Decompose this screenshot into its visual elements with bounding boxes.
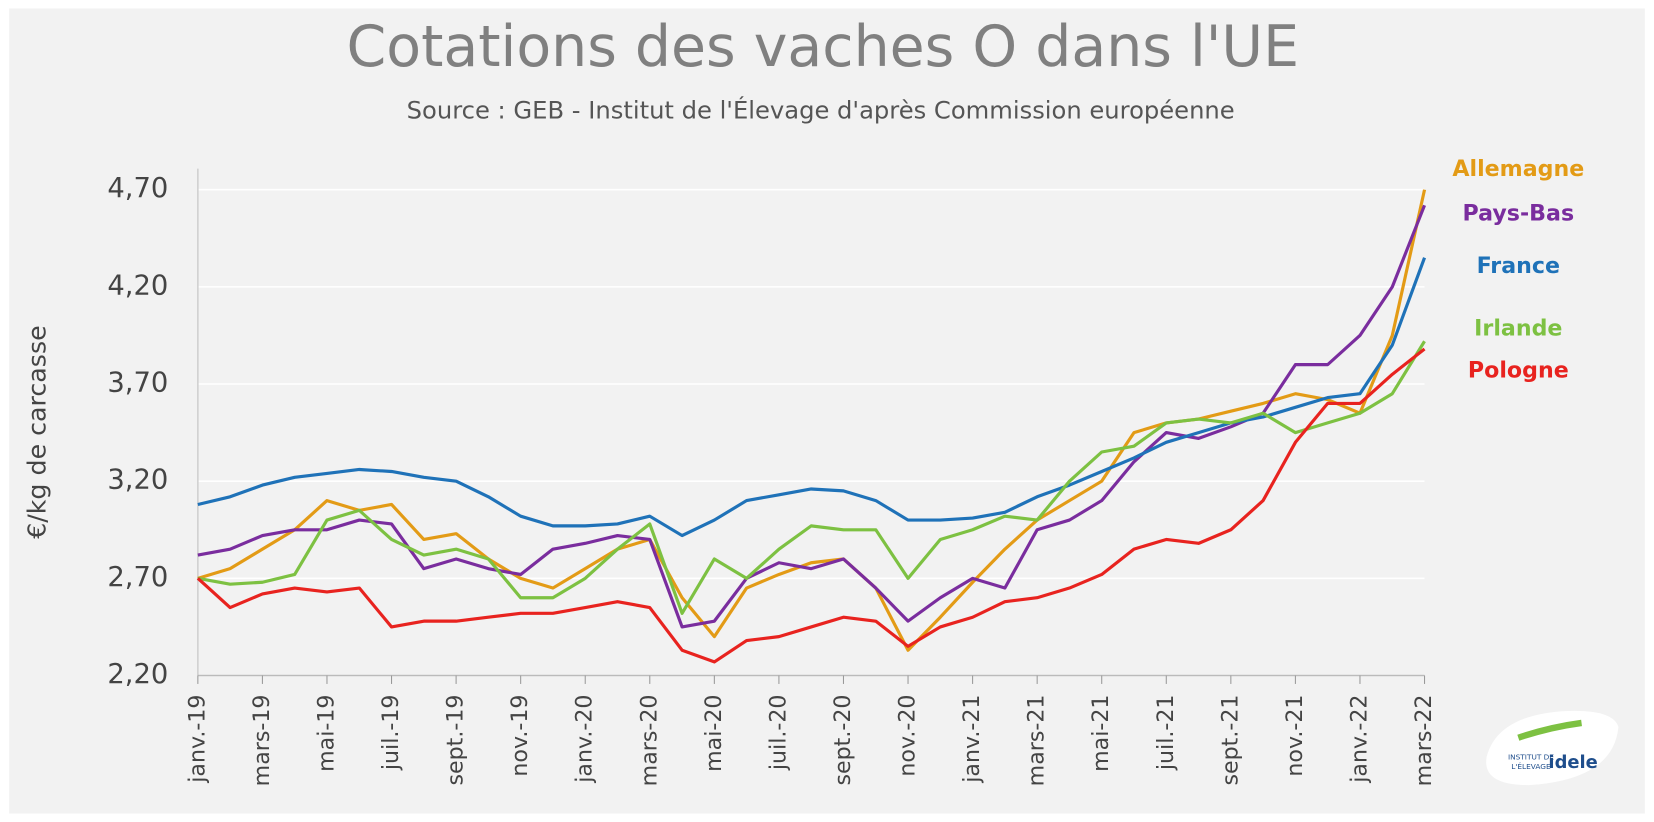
legend-label: Allemagne — [1452, 156, 1584, 182]
y-tick-label: 4,20 — [107, 270, 168, 301]
legend-label: France — [1477, 253, 1560, 279]
x-tick-label: mai-21 — [1088, 694, 1114, 771]
x-tick-label: juil.-20 — [765, 694, 791, 771]
x-tick-label: sept.-19 — [443, 694, 469, 785]
x-tick-label: janv.-22 — [1346, 694, 1372, 783]
x-tick-label: nov.-21 — [1282, 694, 1308, 776]
logo-name: idele — [1548, 752, 1597, 773]
x-tick-label: janv.-20 — [572, 694, 598, 783]
x-tick-label: mai-19 — [313, 694, 339, 771]
chart-subtitle: Source : GEB - Institut de l'Élevage d'a… — [407, 96, 1235, 125]
x-tick-label: mai-20 — [701, 694, 727, 771]
y-tick-label: 3,20 — [107, 465, 168, 496]
series-line — [197, 340, 1426, 615]
chart-title: Cotations des vaches O dans l'UE — [347, 14, 1299, 80]
y-tick-label: 3,70 — [107, 368, 168, 399]
y-tick-label: 2,20 — [107, 659, 168, 690]
logo-text: INSTITUT DE — [1508, 753, 1554, 762]
logo-swoosh — [1517, 719, 1582, 741]
y-axis-label: €/kg de carcasse — [23, 325, 52, 538]
x-tick-label: janv.-19 — [184, 694, 210, 783]
x-tick-label: mars-20 — [636, 694, 662, 786]
chart-background — [9, 8, 1645, 814]
logo-text: L'ÉLEVAGE — [1511, 762, 1551, 771]
series-line — [196, 347, 1426, 664]
x-tick-label: nov.-19 — [507, 694, 533, 776]
x-tick-label: nov.-20 — [895, 694, 921, 776]
logo: INSTITUT DE L'ÉLEVAGE idele — [1486, 710, 1619, 786]
x-tick-label: mars-19 — [249, 694, 275, 786]
x-tick-label: sept.-21 — [1217, 694, 1243, 785]
x-tick-label: sept.-20 — [830, 694, 856, 785]
series-line — [197, 204, 1427, 629]
series-line — [197, 257, 1427, 538]
logo-badge — [1486, 710, 1619, 786]
legend-label: Pologne — [1468, 357, 1569, 383]
x-tick-label: janv.-21 — [959, 694, 985, 783]
x-tick-label: juil.-21 — [1153, 694, 1179, 771]
legend-label: Irlande — [1474, 315, 1562, 341]
legend-label: Pays-Bas — [1463, 200, 1575, 226]
y-tick-label: 2,70 — [107, 562, 168, 593]
series-line — [197, 189, 1427, 652]
x-tick-label: mars-21 — [1024, 694, 1050, 786]
x-tick-label: juil.-19 — [378, 694, 404, 771]
y-tick-label: 4,70 — [107, 173, 168, 204]
x-tick-label: mars-22 — [1411, 694, 1437, 786]
